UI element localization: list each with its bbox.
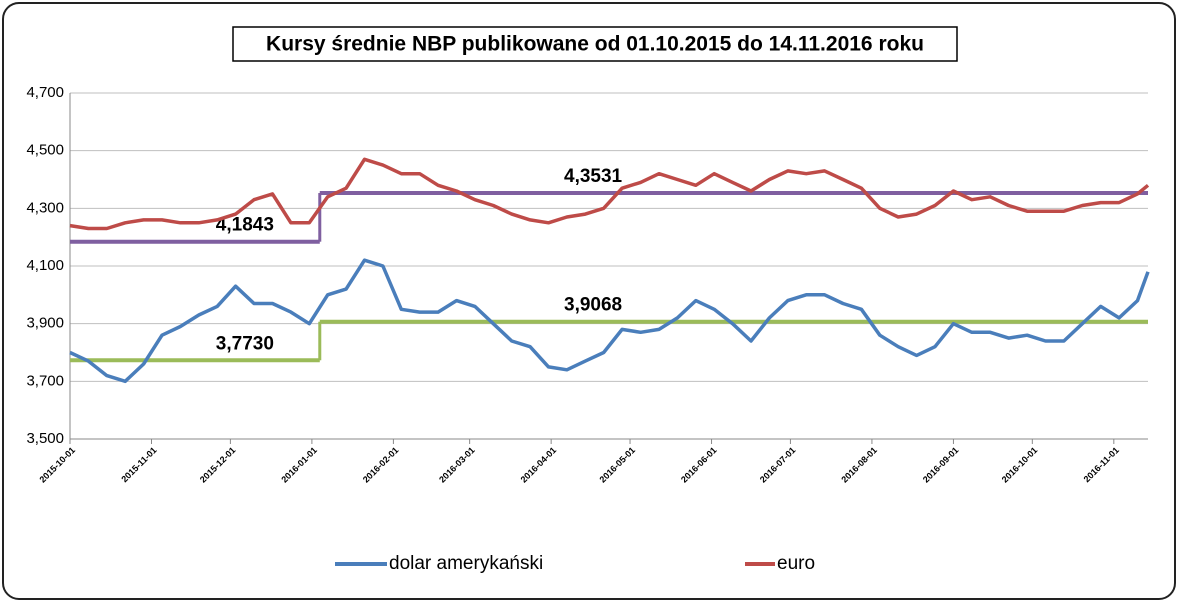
y-tick-label: 4,500 xyxy=(26,142,64,159)
chart-title: Kursy średnie NBP publikowane od 01.10.2… xyxy=(266,33,924,56)
y-tick-label: 3,700 xyxy=(26,372,64,389)
y-tick-label: 3,900 xyxy=(26,315,64,332)
y-tick-label: 4,100 xyxy=(26,257,64,274)
title-box xyxy=(232,26,958,62)
chart-border xyxy=(2,2,1176,600)
average-label: 4,1843 xyxy=(216,215,274,236)
average-label: 3,9068 xyxy=(564,295,622,316)
y-tick-label: 4,300 xyxy=(26,199,64,216)
average-label: 4,3531 xyxy=(564,166,623,187)
legend-label: dolar amerykański xyxy=(389,553,543,574)
y-tick-label: 3,500 xyxy=(26,430,64,447)
series-line xyxy=(69,258,1150,384)
y-tick-label: 4,700 xyxy=(26,84,64,101)
average-label: 3,7730 xyxy=(216,333,274,354)
series-line xyxy=(69,157,1150,231)
legend-label: euro xyxy=(777,553,815,574)
